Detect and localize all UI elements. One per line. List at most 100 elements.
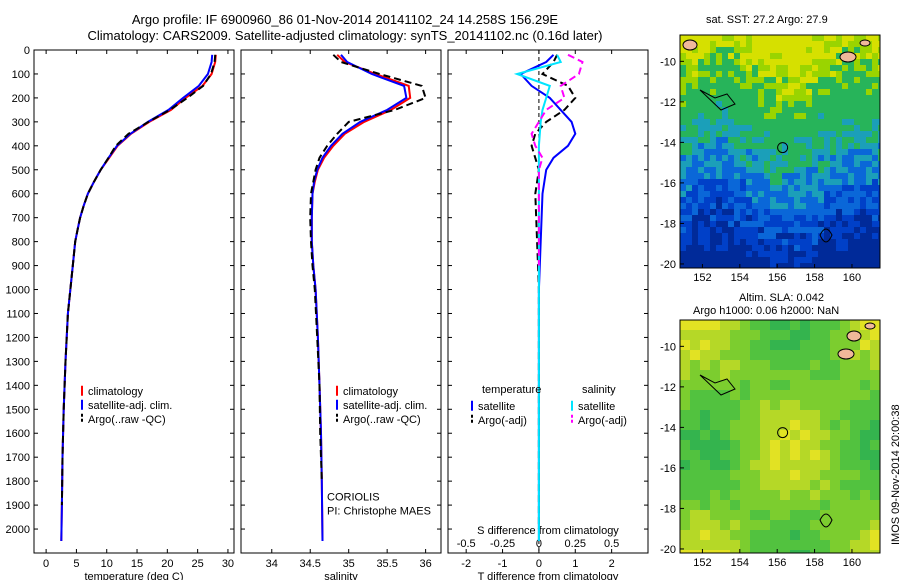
map-cell [850,510,861,521]
map-cell [740,330,751,341]
map-cell [704,209,711,216]
map-cell [866,65,873,72]
map-cell [698,101,705,108]
map-cell [770,131,777,138]
map-cell [800,221,807,228]
map-cell [812,113,819,120]
map-cell [810,410,821,421]
map-cell [770,113,777,120]
map-cell [740,340,751,351]
map-cell [782,191,789,198]
map-cell [770,370,781,381]
map-cell [710,430,721,441]
map-cell [860,480,871,491]
map-cell [782,263,789,268]
map-cell [758,179,765,186]
map-cell [722,149,729,156]
map-cell [680,410,691,421]
map-cell [720,520,731,531]
map-cell [690,320,701,331]
island-shape [839,51,857,63]
map-cell [782,167,789,174]
map-cell [720,440,731,451]
map-cell [840,430,851,441]
map-cell [760,530,771,541]
map-cell [872,215,879,222]
map-cell [734,119,741,126]
map-cell [700,420,711,431]
map-cell [872,197,879,204]
map-cell [782,155,789,162]
map-cell [794,173,801,180]
map-cell [806,239,813,246]
map-cell [806,53,813,60]
map-cell [734,107,741,114]
map-cell [710,95,717,102]
map-cell [812,53,819,60]
map-cell [680,540,691,551]
map-cell [854,143,861,150]
map-cell [820,520,831,531]
map-cell [710,510,721,521]
map-cell [758,83,765,90]
map-cell [848,209,855,216]
map-cell [704,251,711,258]
map-lat-label: -20 [660,259,676,271]
map-cell [698,251,705,258]
map-lon-label: 160 [843,557,861,569]
map-cell [734,215,741,222]
map-cell [698,215,705,222]
map-cell [680,430,691,441]
map-cell [800,89,807,96]
map-cell [752,245,759,252]
map-cell [746,203,753,210]
map-cell [848,83,855,90]
map-cell [776,215,783,222]
map-cell [806,125,813,132]
map-cell [764,65,771,72]
map-cell [734,53,741,60]
map-lon-label: 152 [693,557,711,569]
map-cell [698,167,705,174]
map-cell [850,470,861,481]
x-tick-label: 30 [222,558,234,570]
map-cell [818,161,825,168]
island-shape [846,330,862,342]
map-cell [680,197,687,204]
map-cell [730,490,741,501]
map-cell [800,430,811,441]
map-cell [746,107,753,114]
map-cell [872,95,879,102]
map-cell [710,490,721,501]
map-cell [710,227,717,234]
map-cell [760,440,771,451]
map-cell [830,251,837,258]
map-cell [698,173,705,180]
map-cell [722,137,729,144]
map-cell [700,360,711,371]
map-cell [776,71,783,78]
map-cell [704,191,711,198]
map-cell [760,540,771,551]
map-cell [878,65,880,72]
map-cell [764,179,771,186]
map-cell [872,47,879,54]
map-cell [770,137,777,144]
map-cell [722,233,729,240]
map-cell [800,480,811,491]
map-cell [830,227,837,234]
map-cell [710,197,717,204]
map-cell [770,83,777,90]
map-lat-label: -18 [660,503,676,515]
map-cell [698,35,705,42]
map-cell [812,251,819,258]
map-cell [770,460,781,471]
map-cell [810,330,821,341]
map-cell [866,89,873,96]
map-cell [818,257,825,264]
map-cell [740,71,747,78]
map-cell [790,470,801,481]
map-cell [764,95,771,102]
map-cell [680,530,691,541]
map-cell [800,330,811,341]
